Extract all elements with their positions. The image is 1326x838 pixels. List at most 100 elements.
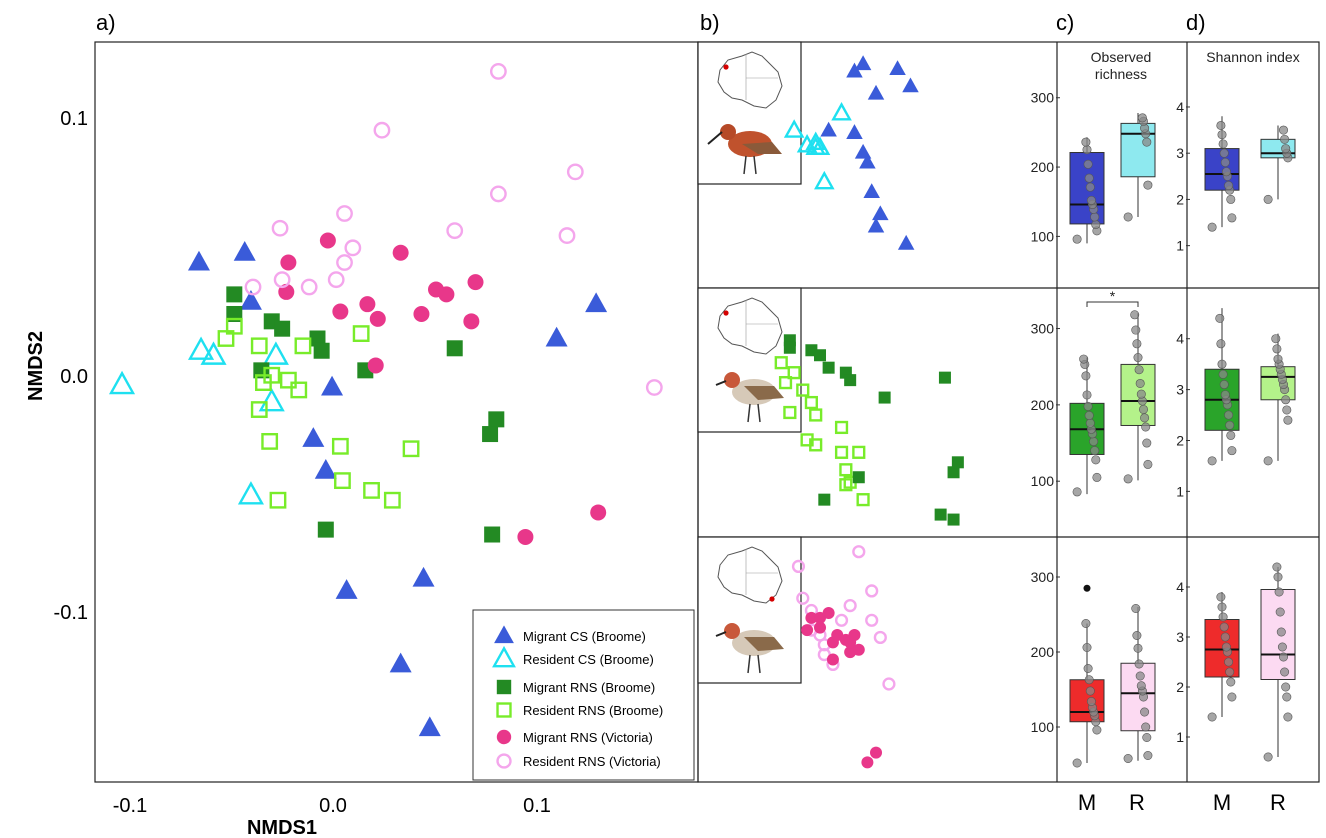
data-point — [854, 55, 872, 71]
data-point — [1092, 725, 1102, 735]
data-point — [1092, 472, 1102, 482]
y-tick-label: 4 — [1176, 99, 1184, 115]
data-point — [413, 305, 430, 322]
data-point — [418, 716, 441, 737]
red-necked-stint-icon — [715, 372, 784, 423]
data-point — [800, 433, 814, 447]
data-point — [489, 185, 507, 203]
data-point — [778, 376, 793, 390]
y-tick-label: 3 — [1176, 145, 1184, 161]
y-tick-label: 100 — [1031, 228, 1055, 244]
legend-entry: Migrant CS (Broome) — [523, 629, 646, 644]
data-point — [1083, 159, 1093, 169]
red-necked-stint-icon — [715, 623, 784, 674]
data-point — [1134, 365, 1144, 375]
data-point — [108, 370, 136, 395]
data-point — [446, 340, 463, 357]
data-point — [1135, 378, 1145, 388]
x-tick-label: 0.1 — [523, 795, 551, 817]
data-point — [1130, 310, 1140, 320]
data-point — [1136, 389, 1146, 399]
c-category-m: M — [1078, 790, 1096, 815]
y-tick-label: 200 — [1031, 159, 1055, 175]
data-point — [392, 244, 409, 261]
observed-richness-title: Observed — [1091, 49, 1152, 65]
data-point — [367, 357, 384, 374]
data-point — [1263, 752, 1273, 762]
data-point — [1221, 642, 1231, 652]
data-point — [1123, 474, 1133, 484]
data-point — [889, 60, 906, 76]
data-point — [1081, 137, 1091, 147]
data-point — [327, 271, 345, 289]
data-point — [294, 337, 312, 355]
legend-symbol — [496, 729, 512, 745]
data-point — [1091, 220, 1101, 230]
data-point — [1217, 130, 1227, 140]
data-point — [463, 313, 480, 330]
data-point — [1216, 120, 1226, 130]
panel-c-boxplots: 100 200 300 100 200 300 * 100 200 300 — [1031, 90, 1156, 768]
data-point — [1282, 405, 1292, 415]
data-point — [1140, 413, 1150, 423]
data-point — [1141, 422, 1151, 432]
australia-map-icon — [717, 546, 783, 604]
y-tick-label: 200 — [1031, 644, 1055, 660]
data-point — [1143, 459, 1153, 469]
data-point — [1085, 182, 1095, 192]
data-point — [1218, 369, 1228, 379]
significance-bracket — [1086, 301, 1139, 307]
legend-entry: Migrant RNS (Victoria) — [523, 730, 653, 745]
data-point — [801, 624, 814, 637]
data-point — [818, 493, 831, 506]
data-point — [1082, 642, 1092, 652]
data-point — [882, 677, 896, 691]
data-point — [783, 119, 805, 138]
data-point — [843, 598, 857, 613]
data-point — [1083, 663, 1093, 673]
data-point — [585, 292, 608, 313]
panel-a-ticks: -0.1 0.0 0.1 0.1 0.0 -0.1 — [54, 108, 551, 817]
data-point — [867, 217, 885, 233]
data-point — [1227, 692, 1237, 702]
data-point — [302, 427, 325, 447]
location-dot-icon — [723, 64, 729, 70]
data-point — [389, 652, 412, 673]
data-point — [314, 459, 337, 479]
data-point — [1084, 411, 1094, 421]
data-point — [814, 349, 827, 362]
data-point — [217, 330, 235, 347]
data-point — [1273, 354, 1283, 364]
panel-label-a: a) — [96, 10, 116, 35]
panel-a-nmds-plot: -0.1 0.0 0.1 0.1 0.0 -0.1 NMDS1 NMDS2 Mi… — [25, 41, 699, 838]
data-point — [878, 391, 891, 404]
data-point — [1280, 134, 1290, 144]
y-tick-label: 100 — [1031, 473, 1055, 489]
data-point — [852, 445, 866, 459]
data-point — [861, 756, 874, 769]
legend-symbols — [492, 625, 516, 769]
data-point — [1141, 722, 1151, 732]
data-point — [489, 63, 507, 80]
data-point — [1225, 667, 1235, 677]
legend-entry: Migrant RNS (Broome) — [523, 680, 655, 695]
data-point — [1072, 758, 1082, 768]
data-point — [344, 239, 362, 257]
data-point — [873, 630, 887, 645]
d-category-r: R — [1270, 790, 1286, 815]
data-point — [805, 611, 818, 624]
data-point — [1081, 371, 1091, 381]
data-point — [852, 471, 865, 484]
data-point — [467, 274, 484, 291]
box — [1120, 122, 1156, 178]
data-point — [1281, 682, 1291, 692]
data-point — [233, 240, 256, 261]
data-point — [1133, 643, 1143, 653]
data-point — [313, 342, 330, 359]
data-point — [488, 411, 505, 428]
data-point — [1273, 572, 1283, 582]
data-point — [852, 643, 865, 656]
inset-row-3 — [697, 536, 802, 684]
y-tick-label: 1 — [1176, 729, 1184, 745]
data-point — [352, 325, 370, 342]
